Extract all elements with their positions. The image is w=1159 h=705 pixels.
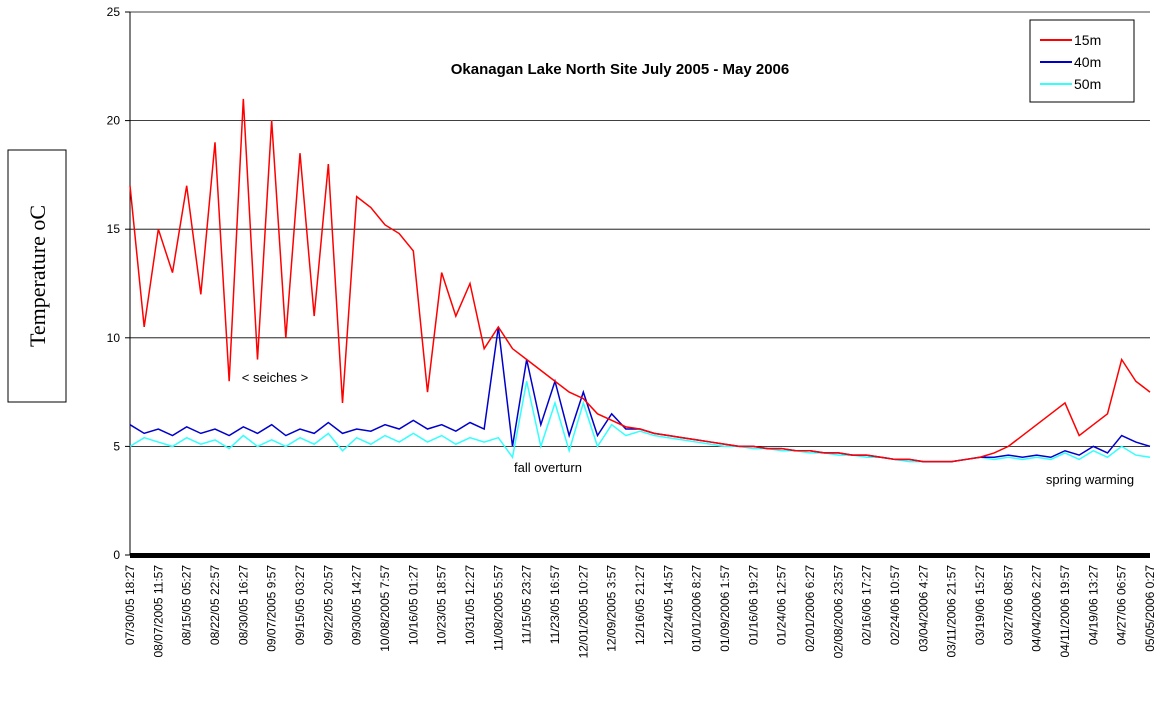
y-tick-label: 25 [107, 5, 121, 19]
y-tick-label: 20 [107, 114, 121, 128]
x-tick-label: 11/08/2005 5:57 [491, 565, 505, 651]
x-tick-label: 05/05/2006 0:27 [1143, 565, 1157, 652]
x-tick-label: 01/01/2006 8:27 [690, 565, 704, 652]
annotation: spring warming [1046, 472, 1134, 487]
x-tick-label: 08/07/2005 11:57 [151, 565, 165, 658]
x-tick-label: 11/15/05 23:27 [520, 565, 534, 645]
x-tick-label: 10/31/05 12:27 [463, 565, 477, 645]
line-series [129, 98, 1151, 463]
x-tick-label: 02/08/2006 23:57 [831, 565, 845, 659]
y-axis-label: Temperature oC [25, 205, 50, 347]
x-tick-label: 02/16/06 17:27 [860, 565, 874, 645]
x-axis [130, 553, 1150, 558]
x-tick-label: 12/24/05 14:57 [661, 565, 675, 645]
x-tick-label: 10/23/05 18:57 [435, 565, 449, 645]
x-tick-label: 04/27/06 06:57 [1115, 565, 1129, 645]
x-tick-label: 04/04/2006 2:27 [1030, 565, 1044, 652]
x-tick-label: 03/04/2006 4:27 [916, 565, 930, 652]
x-tick-label: 08/15/05 05:27 [180, 565, 194, 645]
x-tick-label: 02/24/06 10:57 [888, 565, 902, 645]
y-tick-label: 10 [107, 331, 121, 345]
x-tick-label: 12/16/05 21:27 [633, 565, 647, 645]
x-tick-label: 01/16/06 19:27 [746, 565, 760, 645]
x-tick-label: 03/27/06 08:57 [1001, 565, 1015, 645]
y-label-box [7, 149, 67, 403]
y-tick-label: 15 [107, 222, 121, 236]
x-tick-label: 10/16/05 01:27 [406, 565, 420, 645]
x-tick-label: 08/22/05 22:57 [208, 565, 222, 645]
x-tick-label: 03/19/06 15:27 [973, 565, 987, 645]
x-tick-label: 02/01/2006 6:27 [803, 565, 817, 652]
x-tick-label: 09/30/05 14:27 [350, 565, 364, 645]
x-tick-label: 11/23/05 16:57 [548, 565, 562, 645]
x-tick-label: 04/11/2006 19:57 [1058, 565, 1072, 658]
line-series [129, 381, 1151, 463]
x-tick-label: 12/09/2005 3:57 [605, 565, 619, 652]
annotation: fall overturn [514, 460, 582, 475]
annotation: < seiches > [242, 370, 309, 385]
x-tick-label: 10/08/2005 7:57 [378, 565, 392, 652]
y-tick-label: 5 [113, 439, 120, 453]
x-tick-label: 04/19/06 13:27 [1086, 565, 1100, 645]
x-tick-label: 03/11/2006 21:57 [945, 565, 959, 658]
x-tick-label: 01/09/2006 1:57 [718, 565, 732, 652]
x-tick-label: 12/01/2005 10:27 [576, 565, 590, 659]
x-tick-label: 08/30/05 16:27 [236, 565, 250, 645]
y-tick-label: 0 [113, 548, 120, 562]
x-tick-label: 09/07/2005 9:57 [265, 565, 279, 652]
x-tick-label: 01/24/06 12:57 [775, 565, 789, 645]
line-series [129, 326, 1151, 463]
legend-label: 50m [1074, 76, 1101, 92]
x-tick-label: 07/30/05 18:27 [123, 565, 137, 645]
chart-title: Okanagan Lake North Site July 2005 - May… [451, 61, 789, 78]
legend-label: 15m [1074, 32, 1101, 48]
legend-label: 40m [1074, 54, 1101, 70]
x-tick-label: 09/22/05 20:57 [321, 565, 335, 645]
x-tick-label: 09/15/05 03:27 [293, 565, 307, 645]
